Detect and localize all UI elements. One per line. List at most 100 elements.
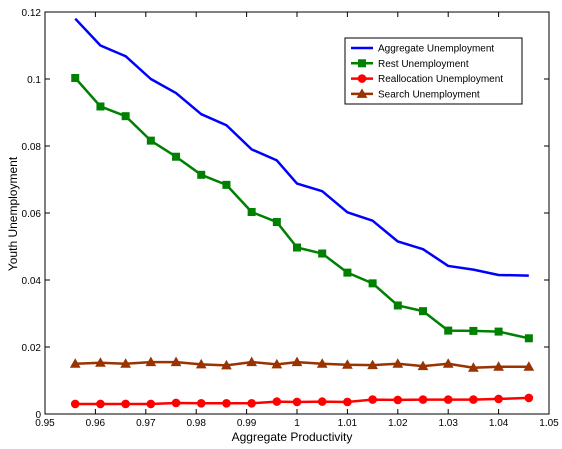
data-point-search-unemployment [195,358,207,369]
data-point-search-unemployment [442,358,454,368]
data-point-search-unemployment [246,356,257,367]
data-point-reallocation-unemployment [121,399,130,409]
series-line-reallocation-unemployment [75,396,529,406]
data-point-reallocation-unemployment [494,394,503,404]
data-point-reallocation-unemployment [70,399,80,409]
data-point-rest-unemployment [146,136,155,145]
data-point-search-unemployment [493,361,504,371]
data-point-rest-unemployment [343,268,352,277]
data-point-rest-unemployment [222,180,231,189]
series-search-unemployment [69,356,535,372]
data-point-reallocation-unemployment [443,395,453,404]
data-point-rest-unemployment [71,73,80,82]
y-tick-label: 0.1 [27,75,41,86]
data-point-rest-unemployment [272,218,281,227]
data-point-rest-unemployment [419,307,427,316]
data-point-reallocation-unemployment [418,395,428,404]
data-point-reallocation-unemployment [222,398,231,408]
data-point-reallocation-unemployment [317,397,327,406]
data-point-rest-unemployment [293,243,301,252]
legend-entry-aggregate-unemployment: Aggregate Unemployment [351,44,494,55]
x-tick-label: 0.98 [186,418,206,429]
legend-label: Rest Unemployment [378,59,469,70]
x-axis-label: Aggregate Productivity [232,430,353,444]
data-point-search-unemployment [120,358,131,368]
series-aggregate-unemployment [74,17,529,277]
x-tick-label: 1.02 [388,418,408,429]
legend-label: Aggregate Unemployment [378,44,494,55]
series-line-aggregate-unemployment [74,17,529,277]
series-line-rest-unemployment [74,77,530,340]
y-tick-label: 0 [35,410,41,421]
legend-entry-rest-unemployment: Rest Unemployment [351,59,469,70]
legend-swatch-marker [357,74,367,83]
data-point-rest-unemployment [368,279,377,288]
x-tick-label: 1.01 [338,418,358,429]
legend-swatch-marker [356,88,368,98]
data-point-search-unemployment [69,358,81,368]
x-tick-label: 1.05 [539,418,559,429]
x-tick-label: 0.97 [136,418,156,429]
data-point-reallocation-unemployment [524,393,534,403]
y-tick-label: 0.12 [22,8,42,19]
data-point-search-unemployment [221,359,232,370]
y-tick-label: 0.02 [22,343,42,354]
data-point-rest-unemployment [444,326,453,335]
series-layer [69,17,535,409]
data-point-search-unemployment [468,362,479,372]
data-point-reallocation-unemployment [96,399,105,409]
data-point-rest-unemployment [393,301,402,310]
legend-entry-search-unemployment: Search Unemployment [351,88,480,100]
data-point-reallocation-unemployment [196,398,206,408]
data-point-reallocation-unemployment [292,397,302,407]
legend-label: Reallocation Unemployment [378,74,503,85]
data-point-rest-unemployment [318,249,327,258]
series-line-search-unemployment [75,360,529,370]
data-point-reallocation-unemployment [393,395,403,405]
data-point-search-unemployment [145,356,157,367]
data-point-reallocation-unemployment [146,399,156,409]
legend: Aggregate Unemployment Rest Unemployment R… [344,37,523,105]
y-axis-label: Youth Unemployment [6,156,20,271]
x-tick-label: 0.96 [86,418,106,429]
data-point-search-unemployment [271,358,283,369]
x-tick-label: 0.99 [237,418,257,429]
data-point-reallocation-unemployment [272,397,282,406]
y-axis-ticks: 0 0.02 0.04 0.06 0.08 0.1 0.12 [22,8,549,421]
data-point-search-unemployment [291,356,303,367]
data-point-search-unemployment [523,361,535,371]
x-tick-label: 0.95 [35,418,55,429]
x-tick-label: 1.04 [489,418,509,429]
data-point-search-unemployment [342,359,353,369]
data-point-rest-unemployment [469,326,478,335]
legend-label: Search Unemployment [378,89,480,100]
data-point-rest-unemployment [172,152,181,161]
data-point-rest-unemployment [197,170,206,179]
data-point-search-unemployment [392,358,404,368]
x-tick-label: 1 [294,418,300,429]
x-tick-label: 1.03 [438,418,458,429]
data-point-reallocation-unemployment [469,395,478,404]
data-point-rest-unemployment [524,334,533,343]
data-point-search-unemployment [316,358,328,368]
data-point-reallocation-unemployment [343,397,352,407]
legend-swatch-marker [358,59,366,68]
data-point-search-unemployment [95,357,106,367]
data-point-search-unemployment [417,360,429,371]
data-point-rest-unemployment [121,112,130,121]
data-point-rest-unemployment [96,102,105,111]
series-reallocation-unemployment [70,393,534,409]
y-tick-label: 0.08 [22,142,42,153]
legend-entry-reallocation-unemployment: Reallocation Unemployment [351,74,503,85]
data-point-reallocation-unemployment [171,398,181,408]
data-point-rest-unemployment [494,327,503,336]
data-point-reallocation-unemployment [247,398,256,408]
y-tick-label: 0.06 [22,209,42,220]
series-rest-unemployment [71,73,533,343]
y-tick-label: 0.04 [22,276,42,287]
data-point-reallocation-unemployment [368,395,377,404]
x-axis-ticks: 0.95 0.96 0.97 0.98 0.99 1 1.01 1.02 1.03 1.04 1.0… [35,12,559,429]
data-point-rest-unemployment [247,207,256,216]
data-point-search-unemployment [170,356,182,367]
